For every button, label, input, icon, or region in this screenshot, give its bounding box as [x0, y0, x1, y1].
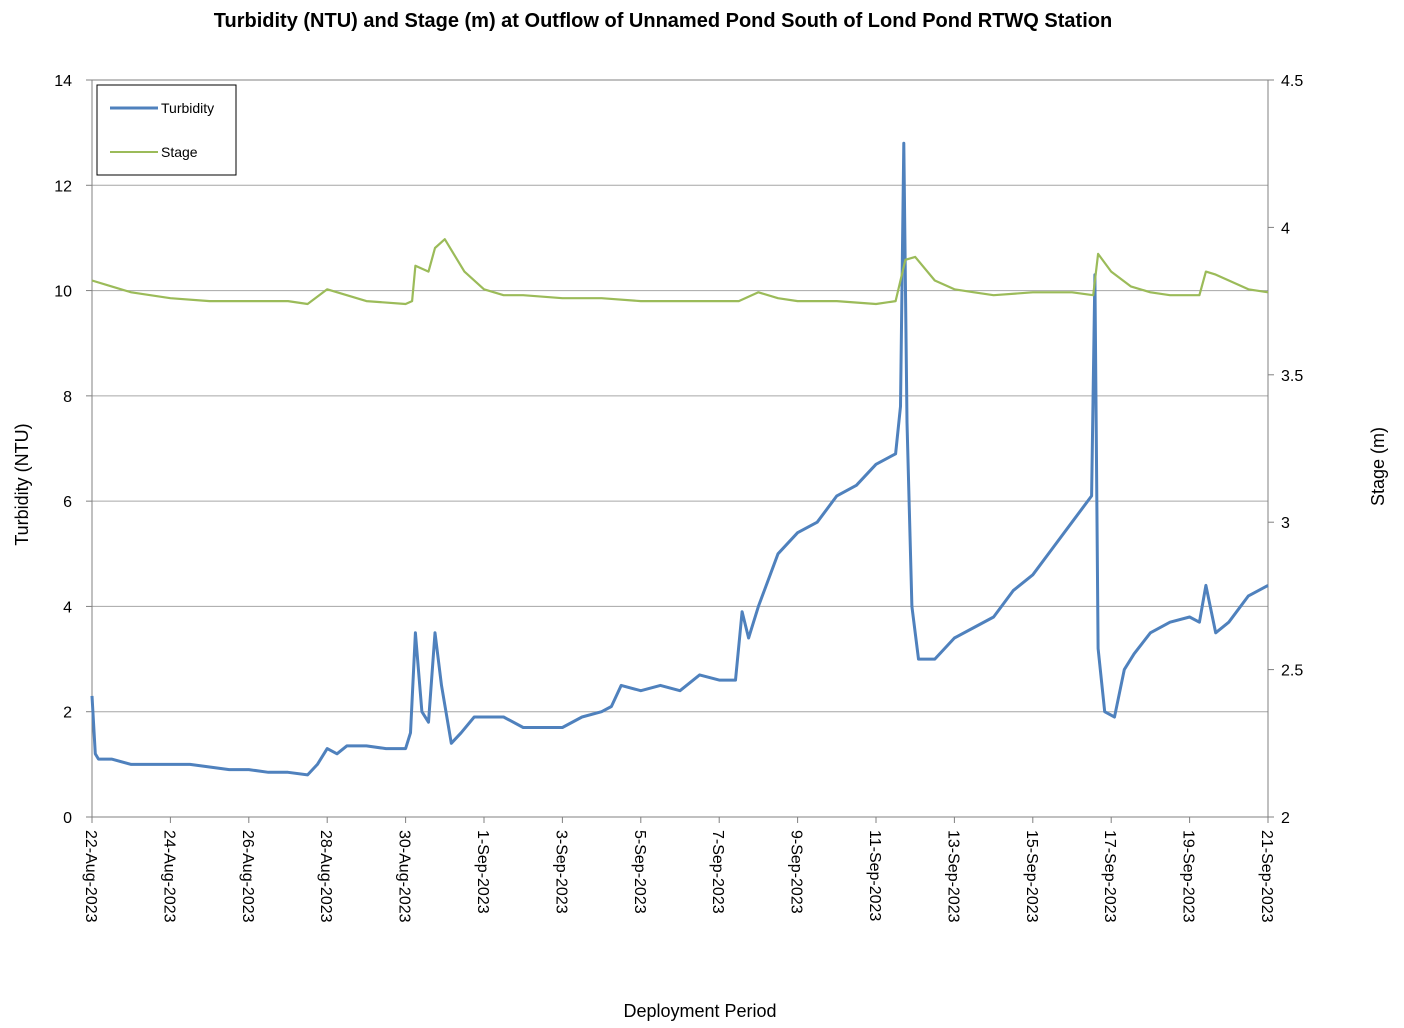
plot-area-frame: [91, 79, 1269, 818]
right-y-axis-label: Stage (m): [1368, 427, 1388, 506]
x-tick-label: 3-Sep-2023: [552, 830, 569, 914]
right-y-tick-label: 3.5: [1281, 368, 1303, 385]
legend-label-stage: Stage: [161, 144, 198, 160]
left-y-tick-label: 10: [54, 284, 72, 301]
x-tick-label: 7-Sep-2023: [709, 830, 726, 914]
x-tick-label: 26-Aug-2023: [239, 830, 256, 923]
x-tick-label: 11-Sep-2023: [866, 830, 883, 921]
x-tick-label: 30-Aug-2023: [396, 830, 413, 923]
right-y-tick-label: 4: [1281, 220, 1290, 237]
x-tick-label: 24-Aug-2023: [160, 830, 177, 923]
left-y-tick-label: 12: [54, 178, 72, 195]
x-axis: 22-Aug-2023 24-Aug-2023 26-Aug-2023 28-Aug-…: [82, 817, 1275, 923]
left-y-tick-label: 14: [54, 73, 72, 90]
right-y-tick-label: 2.5: [1281, 663, 1303, 680]
x-tick-label: 21-Sep-2023: [1258, 830, 1275, 923]
right-y-tick-label: 4.5: [1281, 73, 1303, 90]
x-tick-label: 28-Aug-2023: [317, 830, 334, 923]
left-y-tick-label: 4: [63, 599, 72, 616]
left-y-tick-label: 6: [63, 494, 72, 511]
right-y-tick-label: 2: [1281, 810, 1290, 827]
chart-title: Turbidity (NTU) and Stage (m) at Outflow…: [214, 10, 1112, 32]
x-tick-label: 17-Sep-2023: [1101, 830, 1118, 923]
legend-box: [96, 84, 237, 176]
right-y-axis: 2 2.5 3 3.5 4 4.5: [1268, 73, 1303, 827]
left-y-axis: 0 2 4 6 8 10 12 14: [54, 73, 92, 827]
x-tick-label: 15-Sep-2023: [1023, 830, 1040, 923]
series-line-stage: [91, 238, 1269, 306]
x-tick-label: 9-Sep-2023: [788, 830, 805, 914]
right-y-tick-label: 3: [1281, 515, 1290, 532]
left-y-tick-label: 0: [63, 810, 72, 827]
left-y-tick-label: 2: [63, 705, 72, 722]
x-tick-label: 19-Sep-2023: [1180, 830, 1197, 923]
gridlines: [92, 79, 1268, 818]
x-axis-label: Deployment Period: [623, 1001, 776, 1021]
x-tick-label: 13-Sep-2023: [944, 830, 961, 923]
left-y-tick-label: 8: [63, 389, 72, 406]
series-lines: [90, 141, 1269, 777]
x-tick-label: 5-Sep-2023: [631, 830, 648, 914]
legend-label-turbidity: Turbidity: [161, 100, 214, 116]
series-line-turbidity: [90, 141, 1269, 777]
legend: Turbidity Stage: [96, 84, 237, 176]
x-tick-label: 1-Sep-2023: [474, 830, 491, 914]
left-y-axis-label: Turbidity (NTU): [12, 423, 32, 545]
x-tick-label: 22-Aug-2023: [82, 830, 99, 923]
